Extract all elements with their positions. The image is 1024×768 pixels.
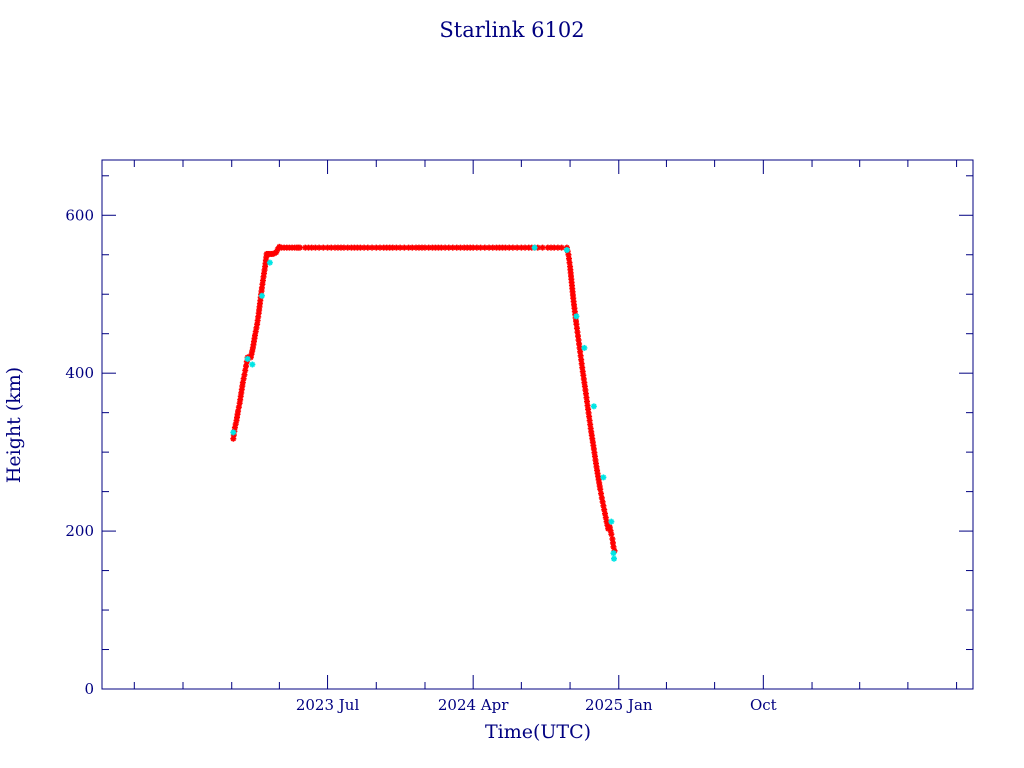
data-point (591, 453, 598, 460)
data-point (316, 244, 323, 251)
data-point (509, 244, 516, 251)
data-point (481, 244, 488, 251)
data-point (575, 333, 582, 340)
data-point (266, 259, 273, 266)
data-point (244, 355, 251, 362)
data-point (477, 244, 484, 251)
y-axis-label: Height (km) (3, 367, 25, 483)
y-tick-label: 400 (65, 364, 94, 382)
data-point (600, 474, 607, 481)
x-tick-label: 2023 Jul (296, 696, 360, 714)
series-0 (230, 243, 618, 554)
data-point (586, 413, 593, 420)
data-point (577, 348, 584, 355)
data-point (401, 244, 408, 251)
data-point (531, 244, 538, 251)
data-point (558, 244, 565, 251)
data-point (297, 244, 304, 251)
data-point (539, 244, 546, 251)
data-point (563, 247, 570, 254)
x-tick-label: 2024 Apr (438, 696, 509, 714)
data-point (577, 352, 584, 359)
y-axis-ticks (102, 175, 973, 690)
data-point (608, 518, 615, 525)
y-tick-label: 200 (65, 522, 94, 540)
x-tick-label: 2025 Jan (585, 696, 653, 714)
series-layer (230, 243, 618, 562)
data-point (258, 292, 265, 299)
data-point (581, 379, 588, 386)
data-point (581, 344, 588, 351)
x-axis-ticks (133, 160, 958, 689)
data-point (590, 403, 597, 410)
x-axis-label: Time(UTC) (485, 721, 591, 743)
data-point (582, 387, 589, 394)
plot-frame (101, 159, 974, 690)
y-axis-tick-labels: 0 200 400 600 (65, 206, 94, 698)
data-point (249, 361, 256, 368)
data-point (573, 325, 580, 332)
data-point (239, 383, 246, 390)
data-point (608, 531, 615, 538)
data-point (230, 429, 237, 436)
y-tick-label: 600 (65, 206, 94, 224)
data-point (235, 408, 242, 415)
y-tick-label: 0 (84, 680, 94, 698)
data-point (573, 313, 580, 320)
x-tick-label: Oct (750, 696, 777, 714)
data-point (610, 550, 617, 557)
series-1 (230, 244, 618, 562)
data-point (591, 449, 598, 456)
data-point (320, 244, 327, 251)
data-point (611, 555, 618, 562)
x-axis-tick-labels: 2023 Jul 2024 Apr 2025 Jan Oct (296, 696, 777, 714)
chart-title: Starlink 6102 (439, 18, 584, 42)
data-point (582, 390, 589, 397)
